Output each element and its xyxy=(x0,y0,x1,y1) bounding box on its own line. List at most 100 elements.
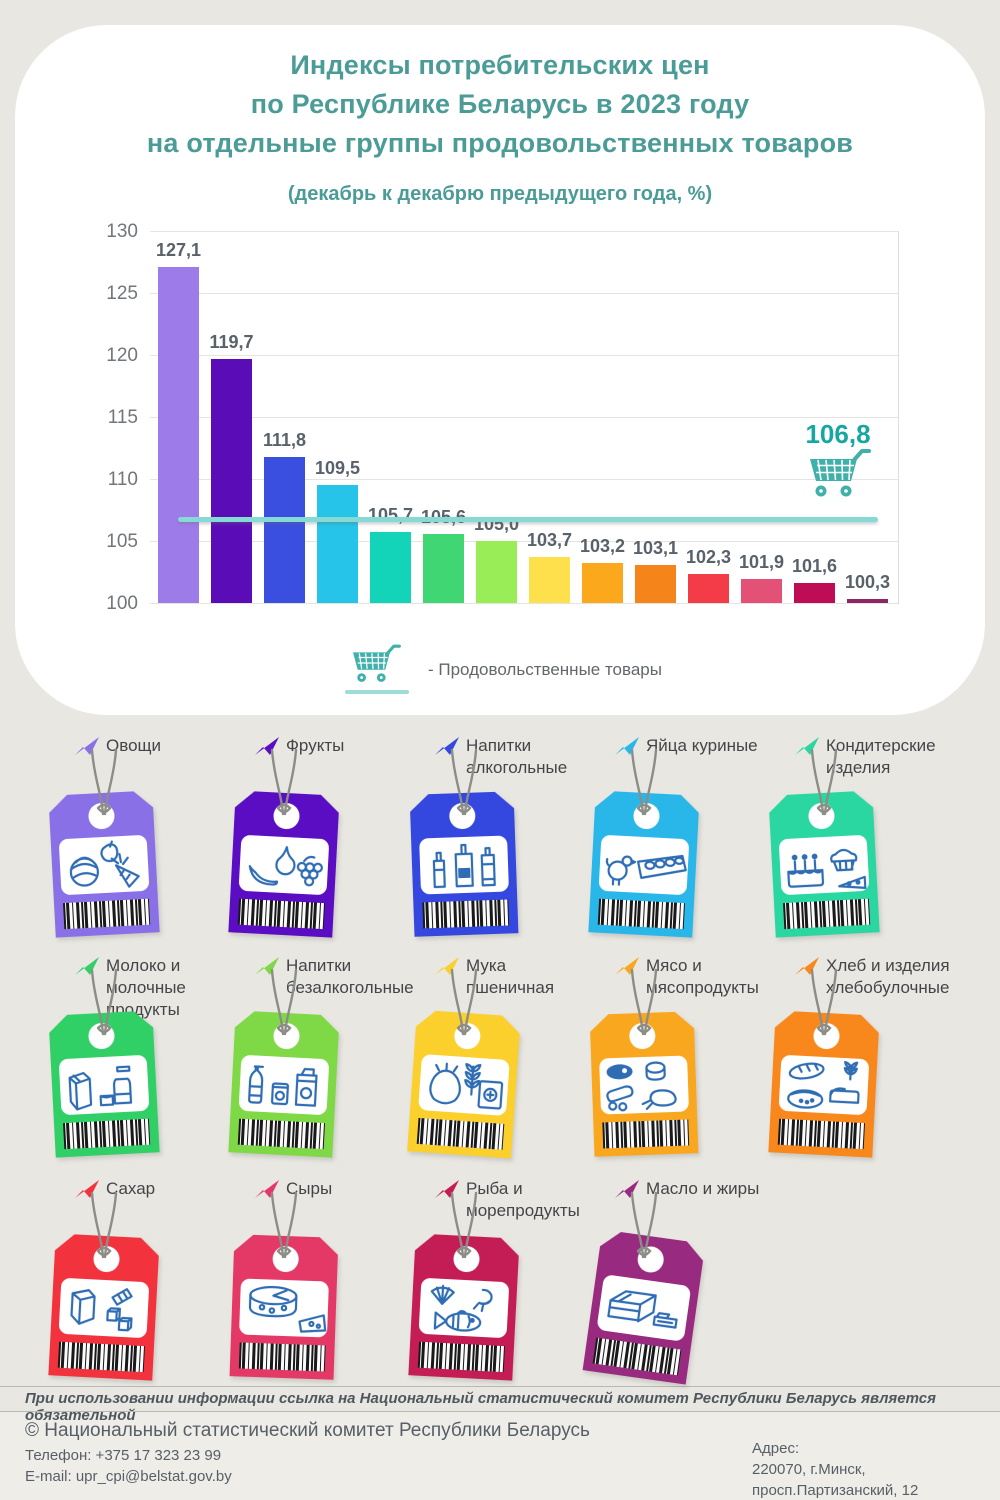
flour-icon xyxy=(418,1054,510,1116)
bar xyxy=(529,557,570,603)
tag-flag-icon xyxy=(794,734,820,758)
bar xyxy=(794,583,835,603)
tag-barcode xyxy=(598,899,685,929)
tag-column: Рыба и морепродукты xyxy=(374,1176,580,1406)
bar xyxy=(476,541,517,603)
page-title-line2: по Республике Беларусь в 2023 году xyxy=(250,89,750,119)
tag-column: Напитки безалкогольные xyxy=(194,953,414,1183)
tag-label: Яйца куриные xyxy=(646,736,758,755)
bar xyxy=(370,532,411,603)
footer-phone: Телефон: +375 17 323 23 99 xyxy=(25,1447,222,1464)
bar-value-label: 103,7 xyxy=(526,530,573,551)
reference-value-label: 106,8 xyxy=(805,419,871,449)
gridline xyxy=(150,231,898,232)
tag-barcode xyxy=(417,1118,505,1150)
bar xyxy=(158,266,199,603)
tag-strings xyxy=(76,1191,132,1269)
tag-flag-icon xyxy=(254,954,280,978)
butter-icon xyxy=(596,1274,691,1342)
tag-column: Сахар xyxy=(14,1176,194,1406)
tag-column: Напитки алкогольные xyxy=(374,733,567,963)
tag-label: Сыры xyxy=(286,1179,333,1198)
page-title-line3: на отдельные группы продовольственных то… xyxy=(146,128,854,158)
bar xyxy=(688,574,729,603)
bread-icon xyxy=(779,1055,870,1116)
tag-strings xyxy=(436,748,492,826)
tag-column: Сыры xyxy=(194,1176,374,1406)
divider-top xyxy=(0,1386,1000,1387)
page-subtitle: (декабрь к декабрю предыдущего года, %) xyxy=(287,183,713,205)
tag-strings xyxy=(796,748,852,826)
softdrinks-icon xyxy=(239,1055,330,1116)
tag-flag-icon xyxy=(74,734,100,758)
bar-value-label: 109,5 xyxy=(314,458,361,479)
reference-line xyxy=(178,516,878,522)
tag-strings xyxy=(436,1191,492,1269)
tag-column: Кондитерские изделия xyxy=(734,733,936,963)
bar xyxy=(317,485,358,603)
vegetables-icon xyxy=(59,835,150,896)
footer-address-line1: 220070, г.Минск, xyxy=(752,1461,866,1478)
tag-strings xyxy=(76,748,132,826)
tag-flag-icon xyxy=(254,1177,280,1201)
tag-column: Яйца куриные xyxy=(554,733,758,963)
meat-icon xyxy=(599,1055,689,1114)
milk-icon xyxy=(59,1055,150,1116)
tag-label: Мука пшеничная xyxy=(466,956,555,997)
price-tag xyxy=(408,1233,519,1380)
tag-label: Сахар xyxy=(106,1179,156,1198)
tag-barcode xyxy=(418,1342,505,1372)
tag-column: Хлеб и изделия хлебобулочные xyxy=(734,953,950,1183)
y-tick-label: 100 xyxy=(106,593,138,614)
y-tick-label: 125 xyxy=(106,283,138,304)
gridline xyxy=(150,417,898,418)
tag-label: Рыба и морепродукты xyxy=(466,1179,580,1220)
sugar-icon xyxy=(59,1278,150,1339)
tag-label: Мясо и мясопродукты xyxy=(646,956,759,997)
footer-address-label: Адрес: xyxy=(752,1440,800,1457)
tag-label: Молоко и молочные продукты xyxy=(106,956,186,1019)
tag-barcode xyxy=(783,899,870,929)
tag-flag-icon xyxy=(434,954,460,978)
price-tag-shape xyxy=(407,1010,521,1159)
tag-flag-icon xyxy=(614,734,640,758)
price-tag-shape xyxy=(583,1229,706,1384)
y-tick-label: 120 xyxy=(106,345,138,366)
tag-strings xyxy=(616,748,672,826)
page-title: Индексы потребительских цен по Республик… xyxy=(0,46,1000,163)
footer-email: E-mail: upr_cpi@belstat.gov.by xyxy=(25,1468,232,1485)
tag-barcode xyxy=(422,899,509,928)
tag-barcode xyxy=(63,899,150,929)
price-tag xyxy=(48,790,159,937)
price-tag-shape xyxy=(48,1233,159,1380)
price-tag-shape xyxy=(408,1233,519,1380)
tag-barcode xyxy=(239,1342,326,1371)
tag-label: Овощи xyxy=(106,736,162,755)
price-tag xyxy=(407,1010,521,1159)
price-tag-shape xyxy=(48,1010,159,1157)
tag-flag-icon xyxy=(254,734,280,758)
legend-label: - Продовольственные товары xyxy=(428,660,662,679)
footer-background xyxy=(0,1412,1000,1500)
tag-flag-icon xyxy=(614,954,640,978)
tag-label: Напитки безалкогольные xyxy=(286,956,414,997)
price-tag xyxy=(230,1234,339,1380)
footer-address-line2: просп.Партизанский, 12 xyxy=(752,1482,919,1499)
price-tag-shape xyxy=(230,1234,339,1380)
tag-flag-icon xyxy=(74,1177,100,1201)
bar-value-label: 103,2 xyxy=(579,536,626,557)
plot-right-border xyxy=(898,231,899,604)
bar xyxy=(264,456,305,603)
tag-barcode xyxy=(238,899,325,929)
legend-underline xyxy=(345,690,409,694)
bar-value-label: 101,9 xyxy=(738,552,785,573)
tag-strings xyxy=(796,968,852,1046)
tag-flag-icon xyxy=(614,1177,640,1201)
tag-flag-icon xyxy=(74,954,100,978)
tag-strings xyxy=(256,748,312,826)
price-tag-shape xyxy=(228,1010,339,1157)
bar-value-label: 127,1 xyxy=(155,239,202,260)
bar-value-label: 103,1 xyxy=(632,537,679,558)
tag-barcode xyxy=(238,1119,325,1149)
